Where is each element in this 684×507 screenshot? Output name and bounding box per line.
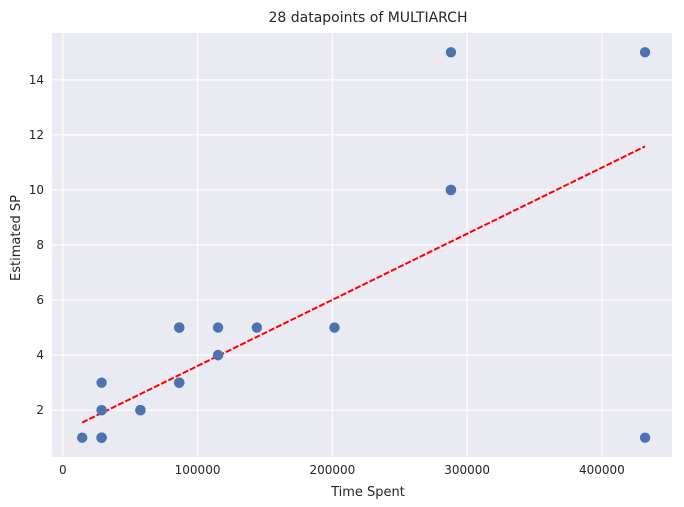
data-point bbox=[329, 322, 340, 333]
chart-title: 28 datapoints of MULTIARCH bbox=[269, 10, 468, 26]
data-point bbox=[174, 322, 185, 333]
data-point bbox=[96, 377, 107, 388]
data-point bbox=[76, 432, 88, 443]
data-point bbox=[135, 404, 146, 416]
trend-line bbox=[81, 145, 646, 424]
y-tick-label: 4 bbox=[36, 348, 44, 362]
y-tick-labels: 2 4 6 8 10 12 14 bbox=[29, 73, 44, 417]
data-point bbox=[212, 322, 224, 333]
x-tick-label: 300000 bbox=[444, 463, 490, 477]
data-point bbox=[639, 432, 651, 443]
y-tick-label: 10 bbox=[29, 183, 44, 197]
y-tick-label: 2 bbox=[36, 403, 44, 417]
data-point bbox=[445, 184, 457, 196]
y-gridlines bbox=[52, 79, 672, 411]
data-point bbox=[445, 47, 457, 58]
data-point bbox=[639, 47, 651, 58]
data-point bbox=[96, 404, 107, 416]
x-tick-label: 0 bbox=[59, 463, 67, 477]
data-point bbox=[251, 322, 263, 333]
x-tick-label: 200000 bbox=[309, 463, 355, 477]
y-tick-label: 8 bbox=[36, 238, 44, 252]
x-axis-label: Time Spent bbox=[330, 485, 405, 500]
trend-line-group bbox=[81, 145, 646, 424]
y-tick-label: 12 bbox=[29, 128, 44, 142]
data-point bbox=[174, 377, 185, 388]
y-tick-label: 6 bbox=[36, 293, 44, 307]
x-tick-label: 400000 bbox=[579, 463, 625, 477]
x-tick-labels: 0 100000 200000 300000 400000 bbox=[59, 463, 625, 477]
y-tick-label: 14 bbox=[29, 73, 44, 87]
x-tick-label: 100000 bbox=[175, 463, 221, 477]
data-point bbox=[96, 432, 107, 443]
y-axis-label: Estimated SP bbox=[9, 195, 24, 281]
data-point bbox=[212, 349, 224, 361]
data-points bbox=[76, 47, 651, 443]
